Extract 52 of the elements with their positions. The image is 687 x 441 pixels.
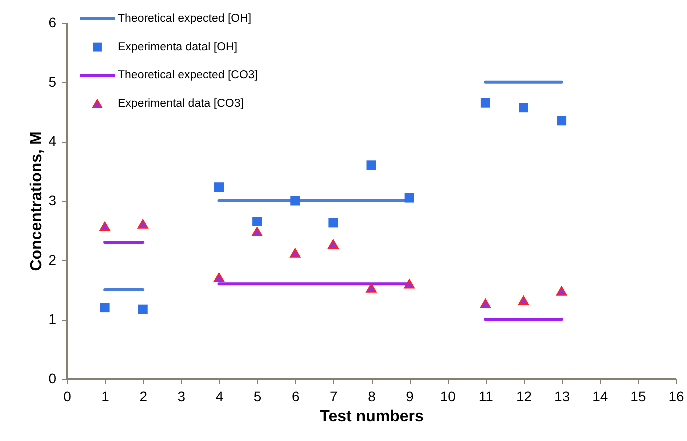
point: [252, 217, 262, 227]
y-tick-label: 5: [48, 74, 57, 90]
point: [328, 240, 339, 250]
y-tick-label: 4: [48, 133, 57, 150]
x-tick-label: 15: [630, 388, 646, 404]
x-tick-label: 13: [554, 388, 570, 404]
point: [214, 182, 224, 192]
legend-label: Theoretical expected [OH]: [118, 13, 252, 25]
point: [404, 279, 415, 289]
point: [138, 219, 148, 229]
x-tick-label: 4: [216, 388, 224, 404]
legend-label: Experimental data [CO3]: [118, 98, 244, 110]
point: [100, 303, 110, 313]
point: [518, 296, 530, 306]
legend-label: Theoretical expected [CO3]: [118, 70, 258, 82]
point: [519, 103, 528, 113]
point: [290, 196, 300, 206]
x-tick-label: 0: [64, 388, 72, 404]
y-tick-label: 1: [48, 311, 57, 328]
x-tick-label: 8: [368, 388, 376, 404]
x-tick-label: 12: [516, 388, 532, 404]
x-tick-label: 6: [292, 388, 300, 404]
x-tick-label: 7: [330, 388, 338, 404]
point: [214, 272, 225, 282]
point: [556, 286, 568, 296]
x-tick-label: 5: [254, 388, 262, 404]
x-tick-label: 2: [140, 388, 148, 404]
y-axis-title: Concentrations, M: [28, 132, 46, 272]
x-tick-label: 10: [440, 388, 456, 404]
point: [404, 193, 414, 203]
x-tick-label: 1: [102, 388, 110, 404]
y-tick-label: 3: [48, 192, 57, 208]
point: [138, 304, 148, 314]
point: [366, 160, 376, 170]
point: [290, 248, 301, 258]
point: [100, 222, 110, 232]
point: [328, 218, 338, 228]
point: [366, 284, 377, 293]
x-tick-label: 14: [592, 388, 608, 404]
point: [480, 298, 492, 308]
point: [557, 116, 567, 126]
legend-label: Experimenta datal [OH]: [118, 41, 238, 54]
x-tick-label: 9: [406, 388, 414, 404]
x-tick-label: 3: [178, 388, 186, 404]
x-tick-label: 11: [478, 388, 494, 404]
x-axis-title: Test numbers: [320, 408, 424, 426]
y-tick-label: 6: [48, 14, 57, 30]
x-tick-label: 16: [668, 388, 684, 404]
y-tick-label: 0: [48, 370, 57, 386]
y-tick-label: 2: [48, 252, 57, 268]
point: [480, 98, 490, 108]
point: [252, 227, 263, 237]
